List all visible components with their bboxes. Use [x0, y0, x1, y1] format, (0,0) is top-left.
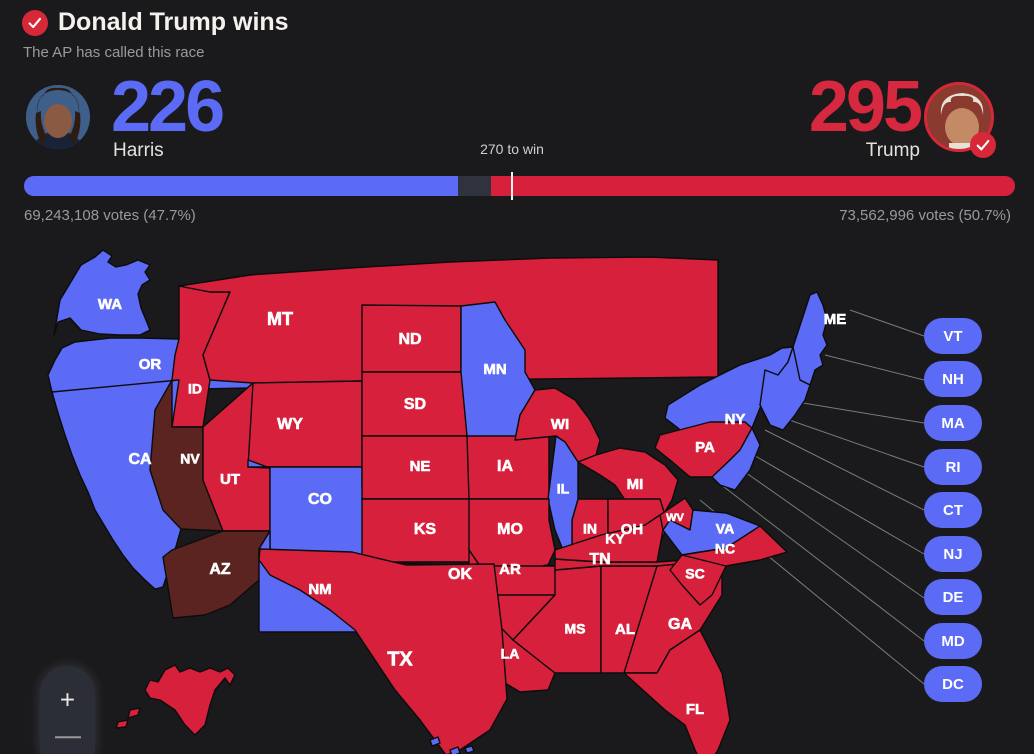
svg-text:NC: NC: [715, 541, 735, 557]
svg-text:NM: NM: [308, 581, 331, 598]
svg-text:IN: IN: [583, 521, 597, 537]
svg-text:WA: WA: [98, 296, 122, 313]
svg-text:IL: IL: [557, 481, 570, 497]
svg-text:MI: MI: [627, 476, 644, 493]
svg-text:SC: SC: [685, 566, 704, 582]
svg-text:MO: MO: [497, 521, 523, 538]
svg-text:CA: CA: [128, 451, 152, 468]
svg-text:WI: WI: [551, 416, 569, 433]
svg-text:KY: KY: [605, 531, 625, 547]
svg-text:WV: WV: [666, 512, 684, 524]
svg-text:MS: MS: [565, 621, 586, 637]
svg-text:CO: CO: [308, 491, 332, 508]
svg-text:SD: SD: [404, 396, 426, 413]
svg-text:AR: AR: [499, 561, 521, 578]
svg-text:OR: OR: [139, 356, 162, 373]
svg-text:UT: UT: [220, 471, 240, 488]
svg-text:NE: NE: [410, 458, 431, 475]
svg-text:ID: ID: [188, 381, 202, 397]
svg-text:ME: ME: [824, 311, 847, 328]
svg-text:VA: VA: [716, 521, 734, 537]
svg-text:NY: NY: [725, 411, 746, 428]
svg-text:ND: ND: [398, 331, 421, 348]
svg-text:MN: MN: [483, 361, 506, 378]
svg-text:PA: PA: [695, 439, 715, 456]
svg-text:KS: KS: [414, 521, 437, 538]
svg-text:FL: FL: [686, 701, 704, 718]
svg-text:AL: AL: [615, 621, 635, 638]
svg-text:TX: TX: [387, 648, 413, 670]
svg-text:NV: NV: [180, 451, 200, 467]
svg-text:AZ: AZ: [209, 561, 231, 578]
svg-text:OK: OK: [448, 566, 472, 583]
svg-text:IA: IA: [497, 458, 513, 475]
svg-text:TN: TN: [589, 551, 610, 568]
svg-text:MT: MT: [267, 309, 293, 329]
svg-text:WY: WY: [277, 416, 303, 433]
svg-text:GA: GA: [668, 616, 692, 633]
svg-text:LA: LA: [501, 646, 520, 662]
